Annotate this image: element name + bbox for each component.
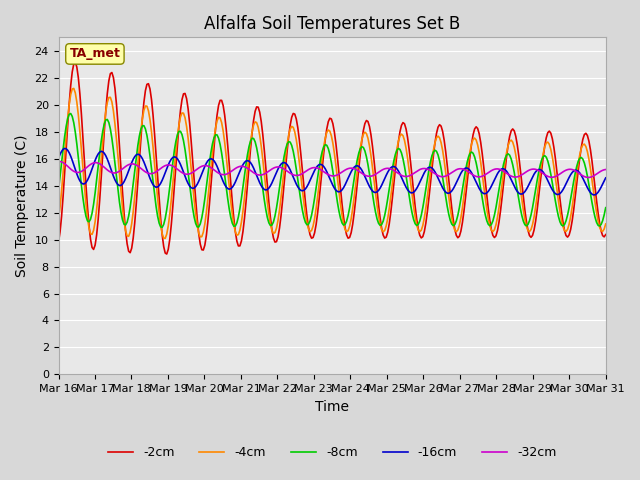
-2cm [54, 239, 62, 245]
-16cm [220, 179, 227, 184]
-4cm [575, 160, 582, 166]
Text: TA_met: TA_met [70, 48, 120, 60]
-16cm [237, 165, 245, 170]
X-axis label: Time: Time [315, 400, 349, 414]
-4cm [602, 221, 609, 227]
-2cm [72, 60, 79, 65]
-4cm [70, 85, 77, 91]
-2cm [163, 251, 171, 257]
-16cm [296, 186, 303, 192]
-4cm [54, 217, 62, 223]
-16cm [247, 160, 255, 166]
-8cm [158, 225, 166, 230]
-2cm [221, 112, 228, 118]
Line: -8cm: -8cm [58, 114, 605, 228]
Title: Alfalfa Soil Temperatures Set B: Alfalfa Soil Temperatures Set B [204, 15, 460, 33]
-4cm [161, 236, 169, 241]
-16cm [573, 168, 580, 173]
-8cm [297, 198, 305, 204]
-2cm [602, 232, 609, 238]
-32cm [54, 158, 62, 164]
Line: -4cm: -4cm [58, 88, 605, 239]
Line: -16cm: -16cm [58, 148, 605, 195]
-2cm [248, 130, 256, 136]
-4cm [297, 173, 305, 179]
-16cm [61, 145, 68, 151]
-16cm [54, 155, 62, 161]
-8cm [54, 187, 62, 193]
-2cm [239, 228, 247, 234]
-8cm [239, 184, 247, 190]
Line: -32cm: -32cm [58, 161, 605, 178]
-32cm [245, 167, 253, 172]
-8cm [221, 172, 228, 178]
-32cm [585, 175, 593, 180]
Y-axis label: Soil Temperature (C): Soil Temperature (C) [15, 134, 29, 277]
-32cm [218, 171, 225, 177]
-2cm [124, 241, 131, 247]
-16cm [124, 172, 131, 178]
-16cm [589, 192, 597, 198]
-4cm [239, 208, 247, 214]
-8cm [124, 219, 131, 225]
-8cm [248, 135, 256, 141]
-8cm [67, 111, 75, 117]
-4cm [124, 233, 131, 239]
-32cm [602, 167, 609, 172]
Line: -2cm: -2cm [58, 62, 605, 254]
-8cm [602, 205, 609, 211]
-2cm [297, 152, 305, 157]
Legend: -2cm, -4cm, -8cm, -16cm, -32cm: -2cm, -4cm, -8cm, -16cm, -32cm [103, 441, 561, 464]
-16cm [602, 175, 609, 181]
-32cm [572, 168, 579, 174]
-8cm [575, 158, 582, 164]
-32cm [236, 164, 244, 169]
-32cm [122, 164, 129, 169]
-4cm [221, 139, 228, 145]
-4cm [248, 129, 256, 134]
-32cm [294, 172, 301, 178]
-2cm [575, 168, 582, 173]
